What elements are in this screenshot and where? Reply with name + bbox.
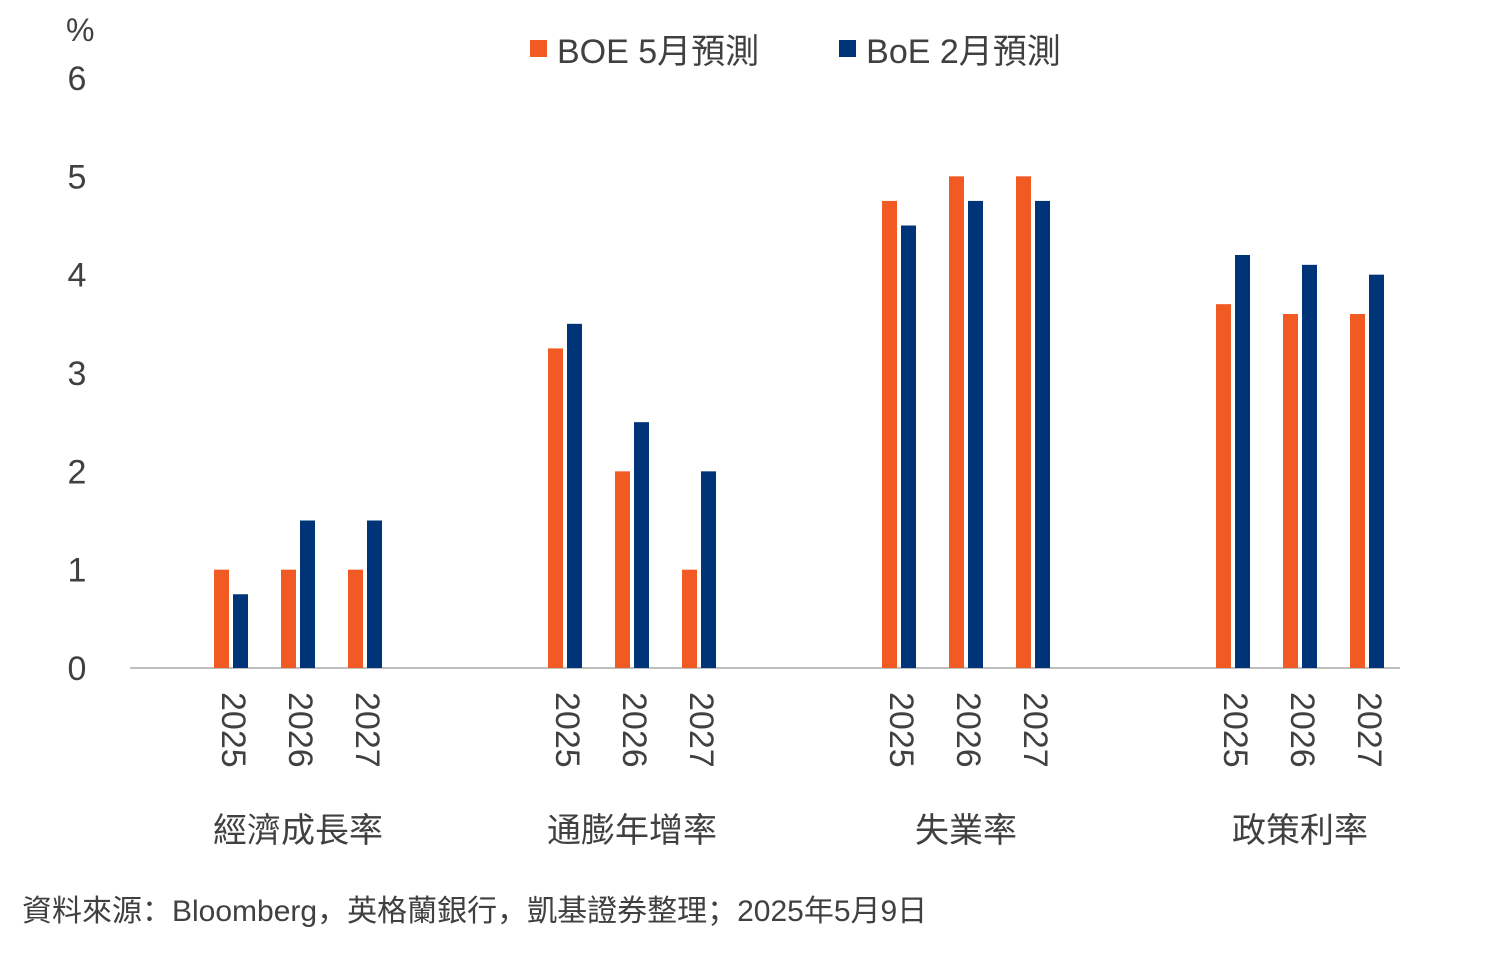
bar-feb: [1369, 274, 1384, 668]
x-group-label: 通膨年增率: [547, 812, 717, 850]
bar-feb: [634, 422, 649, 668]
y-axis-unit-label: %: [66, 12, 95, 48]
x-tick-year-label: 2027: [1016, 692, 1054, 768]
bar-may: [214, 569, 229, 668]
y-tick-label: 1: [68, 552, 87, 590]
bar-may: [1283, 314, 1298, 668]
bar-feb: [1035, 200, 1050, 668]
bar-feb: [300, 520, 315, 668]
y-tick-label: 4: [68, 257, 87, 295]
x-tick-year-label: 2026: [1283, 692, 1321, 768]
bar-may: [1016, 176, 1031, 669]
y-tick-label: 5: [68, 158, 87, 196]
bar-feb: [901, 225, 916, 668]
x-tick-year-label: 2025: [882, 692, 920, 768]
bar-chart: 0 1 2 3 4 5 6 2025 2026 2027 經濟成長率 2025 2026 2027 通膨年增…: [68, 60, 1400, 850]
bar-may: [548, 348, 563, 668]
x-tick-year-label: 2025: [214, 692, 252, 768]
legend-label-feb: BoE 2月預測: [866, 33, 1061, 71]
bar-may: [1216, 304, 1231, 668]
bar-may: [281, 569, 296, 668]
x-tick-year-label: 2026: [615, 692, 653, 768]
x-tick-year-label: 2027: [682, 692, 720, 768]
chart-legend: BOE 5月預測 BoE 2月預測: [530, 24, 1061, 73]
y-tick-label: 2: [68, 453, 87, 491]
bar-feb: [367, 520, 382, 668]
bar-may: [615, 471, 630, 668]
bar-feb: [968, 200, 983, 668]
bar-may: [1350, 314, 1365, 668]
source-note: 資料來源：Bloomberg，英格蘭銀行，凱基證券整理；2025年5月9日: [22, 895, 928, 928]
bar-may: [949, 176, 964, 669]
bar-may: [348, 569, 363, 668]
x-tick-year-label: 2025: [548, 692, 586, 768]
legend-item-feb-forecast: BoE 2月預測: [839, 24, 1061, 73]
bar-feb: [1302, 264, 1317, 668]
bar-feb: [701, 471, 716, 668]
bar-feb: [233, 594, 248, 668]
bar-feb: [1235, 255, 1250, 668]
x-group-label: 經濟成長率: [213, 812, 383, 850]
bar-may: [882, 200, 897, 668]
x-group-label: 失業率: [915, 812, 1017, 850]
x-tick-year-label: 2027: [1350, 692, 1388, 768]
legend-label-may: BOE 5月預測: [557, 33, 760, 71]
x-tick-year-label: 2026: [949, 692, 987, 768]
x-tick-year-label: 2025: [1216, 692, 1254, 768]
y-tick-label: 0: [68, 650, 87, 688]
bar-feb: [567, 323, 582, 668]
x-tick-year-label: 2027: [348, 692, 386, 768]
x-tick-year-label: 2026: [281, 692, 319, 768]
legend-item-may-forecast: BOE 5月預測: [530, 24, 759, 73]
y-tick-label: 6: [68, 60, 87, 98]
x-group-label: 政策利率: [1232, 812, 1368, 850]
y-tick-label: 3: [68, 355, 87, 393]
legend-swatch-feb: [839, 40, 857, 57]
legend-swatch-may: [530, 40, 547, 57]
bar-may: [682, 569, 697, 668]
